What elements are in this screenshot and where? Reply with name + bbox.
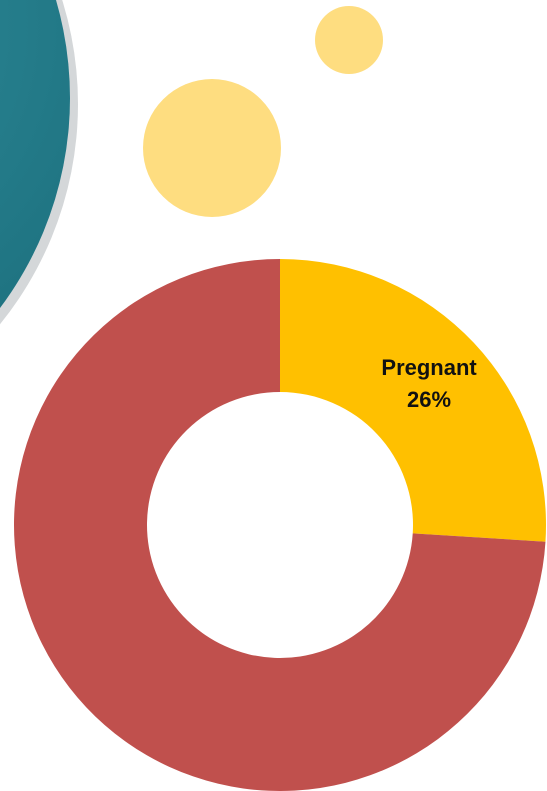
donut: Pregnant 26% [13, 259, 546, 791]
decor-dot [315, 6, 383, 74]
donut-segment [280, 259, 546, 542]
donut-segment [13, 259, 546, 791]
decor-dot [143, 79, 281, 217]
decor-circle [0, 0, 70, 308]
value-label: 26% [407, 387, 451, 412]
segment-label: Pregnant [381, 355, 477, 380]
